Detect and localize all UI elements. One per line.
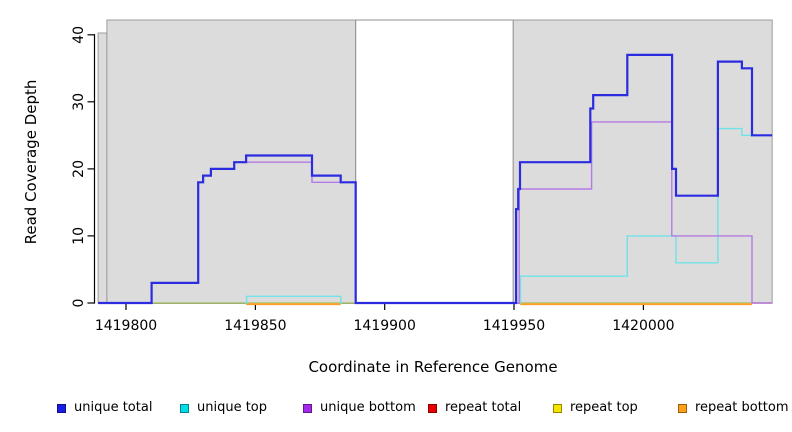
shaded-region: [106, 19, 357, 304]
legend-label: unique total: [74, 400, 153, 415]
legend-label: repeat total: [445, 400, 522, 415]
y-tick-label: 20: [71, 160, 87, 178]
x-tick-label: 1419800: [95, 318, 157, 334]
y-tick-label: 10: [71, 227, 87, 245]
legend-swatch-repeat-bottom: [678, 403, 687, 413]
y-tick-label: 30: [71, 93, 87, 111]
series-line-unique-top: [244, 295, 343, 304]
legend-swatch-unique-top: [180, 403, 189, 413]
x-tick-label: 1419950: [483, 318, 545, 334]
y-tick-label: 40: [71, 26, 87, 44]
x-tick-label: 1419850: [224, 318, 286, 334]
legend-label: repeat bottom: [695, 400, 789, 415]
legend-label: unique top: [197, 400, 268, 415]
legend-item-unique-bottom: unique bottom: [303, 399, 416, 417]
legend-item-unique-total: unique total: [57, 399, 152, 417]
series-line-unique-top: [519, 127, 773, 304]
x-axis-label: Coordinate in Reference Genome: [308, 358, 558, 376]
y-axis-label: Read Coverage Depth: [22, 79, 40, 245]
legend-item-repeat-top: repeat top: [553, 399, 638, 417]
legend: unique total unique top unique bottom repea…: [0, 399, 792, 419]
x-tick-label: 1420000: [612, 318, 674, 334]
shaded-region: [97, 32, 108, 304]
legend-swatch-repeat-top: [553, 403, 562, 413]
legend-swatch-unique-bottom: [303, 403, 312, 413]
legend-label: repeat top: [570, 400, 638, 415]
legend-swatch-unique-total: [57, 403, 66, 413]
y-tick-label: 0: [71, 299, 87, 308]
legend-item-unique-top: unique top: [180, 399, 267, 417]
legend-swatch-repeat-total: [428, 403, 437, 413]
masked-region: [355, 19, 514, 304]
legend-item-repeat-total: repeat total: [428, 399, 521, 417]
x-tick-label: 1419900: [354, 318, 416, 334]
series-line-unique-total: [98, 53, 773, 305]
legend-item-repeat-bottom: repeat bottom: [678, 399, 789, 417]
legend-label: unique bottom: [320, 400, 416, 415]
